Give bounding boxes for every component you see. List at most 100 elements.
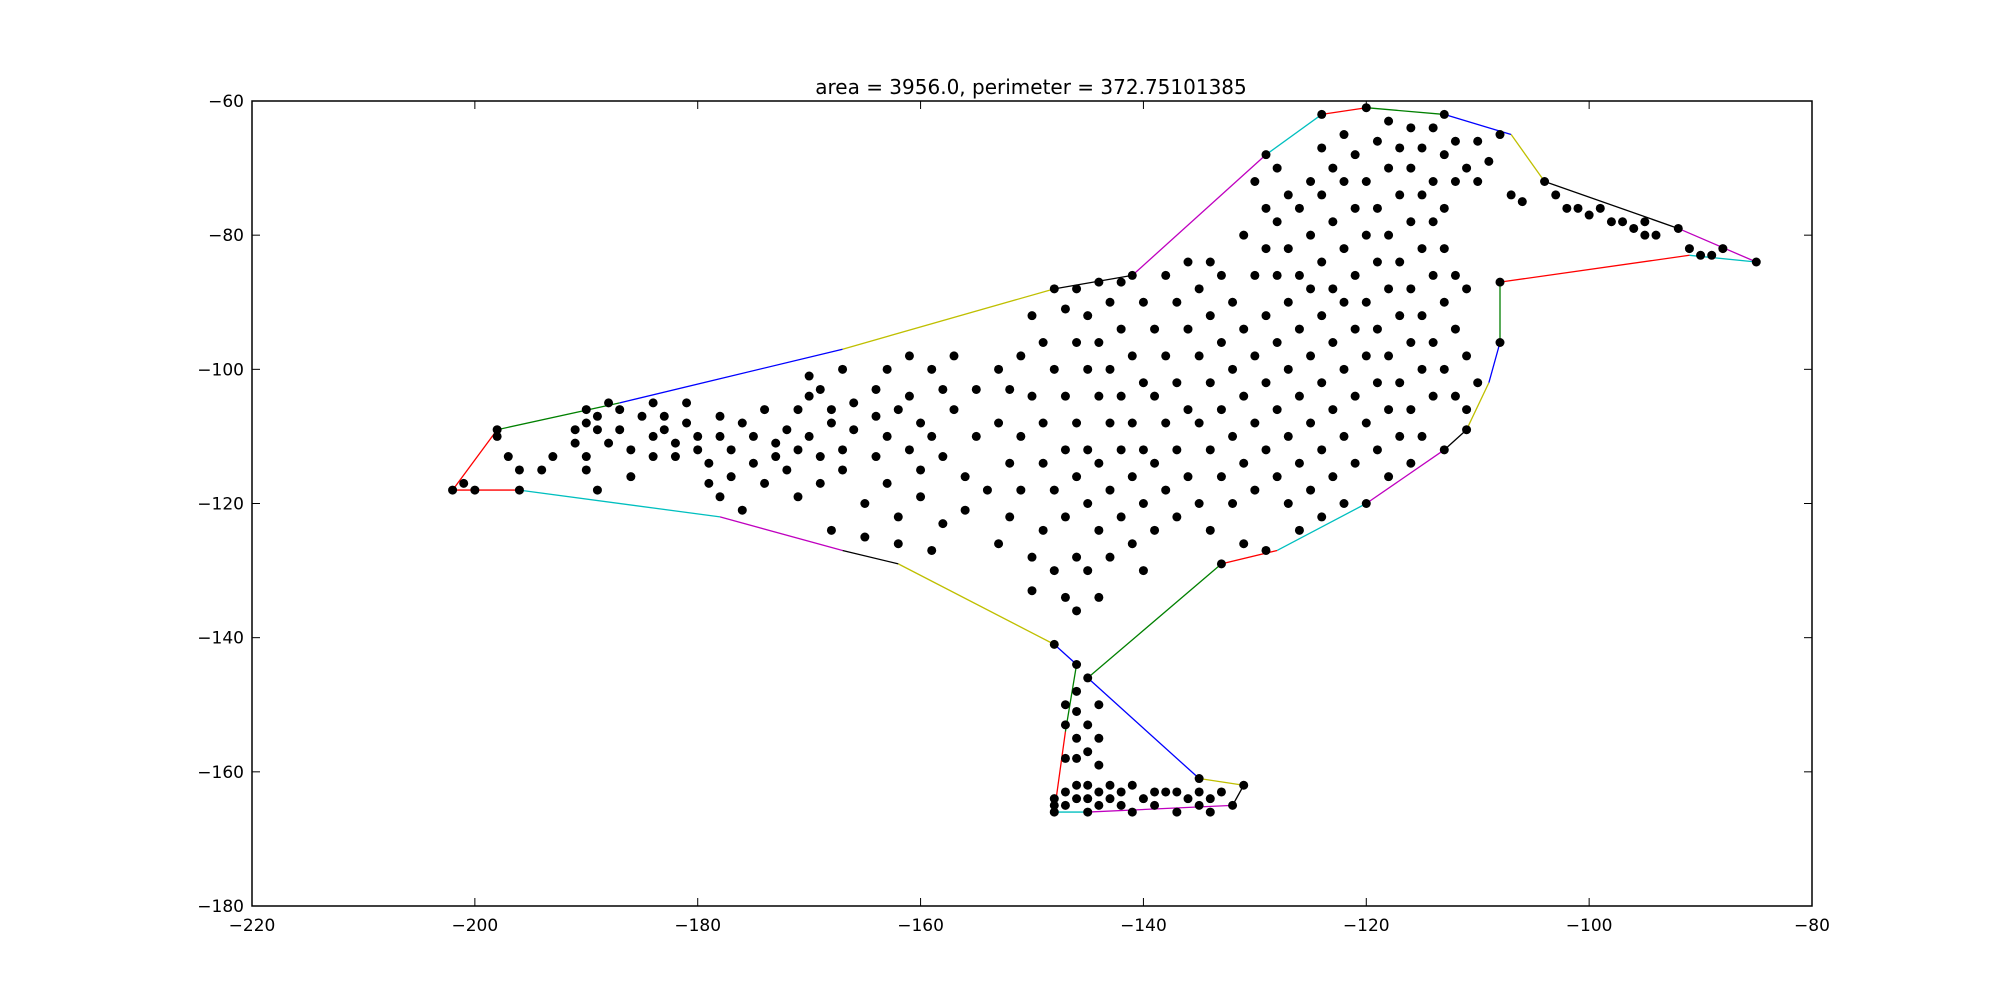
hull-edge [1499, 254, 1690, 283]
data-point [1261, 445, 1271, 455]
data-point [1060, 700, 1070, 710]
data-point [1083, 445, 1093, 455]
data-point [1350, 458, 1360, 468]
data-point [1517, 197, 1527, 207]
data-point [904, 351, 914, 361]
data-point [1417, 311, 1427, 321]
data-point [1406, 123, 1416, 133]
hull-edge [719, 516, 843, 552]
hull-edge [1276, 502, 1367, 552]
data-point [1216, 787, 1226, 797]
data-point [826, 525, 836, 535]
data-point [1150, 787, 1160, 797]
data-point [626, 472, 636, 482]
data-point [838, 465, 848, 475]
data-point [1083, 807, 1093, 817]
data-point [1049, 485, 1059, 495]
x-tick-label: −140 [1120, 916, 1167, 936]
data-point [1116, 277, 1126, 287]
y-tick-label: −120 [197, 495, 244, 515]
data-point [1094, 787, 1104, 797]
data-point [793, 492, 803, 502]
data-point [1707, 250, 1717, 260]
data-point [927, 545, 937, 555]
data-point [1450, 391, 1460, 401]
data-point [1439, 364, 1449, 374]
data-point [1016, 431, 1026, 441]
data-point [882, 431, 892, 441]
data-point [1462, 284, 1472, 294]
data-point [771, 438, 781, 448]
data-point [1150, 458, 1160, 468]
data-point [1495, 338, 1505, 347]
data-point [1127, 418, 1137, 428]
data-point [1629, 223, 1639, 233]
hull-edge [1366, 107, 1445, 116]
data-point [1105, 364, 1115, 374]
data-point [1172, 378, 1182, 388]
data-point [1150, 525, 1160, 535]
data-point [860, 532, 870, 542]
data-point [492, 425, 502, 435]
data-point [1194, 284, 1204, 294]
data-point [1016, 351, 1026, 361]
data-point [1283, 297, 1293, 307]
data-point [971, 384, 981, 394]
data-point [648, 452, 658, 462]
data-point [1283, 431, 1293, 441]
data-point [1060, 391, 1070, 401]
data-point [1395, 143, 1405, 153]
data-point [1127, 780, 1137, 790]
data-point [1194, 787, 1204, 797]
data-point [448, 485, 458, 495]
x-tick-label: −100 [1566, 916, 1613, 936]
data-point [1439, 297, 1449, 307]
data-point [1083, 311, 1093, 321]
data-point [1306, 284, 1316, 294]
data-point [793, 405, 803, 415]
data-point [1450, 136, 1460, 146]
data-point [581, 418, 591, 428]
data-point [1372, 378, 1382, 388]
data-point [1250, 418, 1260, 428]
data-point [1138, 445, 1148, 455]
data-point [1250, 177, 1260, 186]
data-point [1495, 277, 1505, 287]
data-point [1294, 458, 1304, 468]
data-point [537, 465, 547, 475]
data-point [1283, 190, 1293, 200]
data-point [1250, 351, 1260, 361]
data-point [1172, 512, 1182, 522]
data-point [1239, 458, 1249, 468]
data-point [1339, 177, 1349, 186]
data-point [1172, 297, 1182, 307]
data-point [1105, 780, 1115, 790]
data-point [1384, 284, 1394, 294]
data-point [1049, 566, 1059, 576]
data-point [1216, 559, 1226, 569]
data-point [1027, 311, 1037, 321]
data-point [815, 452, 825, 462]
hull-edge [452, 429, 498, 491]
data-point [1094, 391, 1104, 401]
data-point [1718, 244, 1728, 254]
data-point [1161, 485, 1171, 495]
data-point [1462, 405, 1472, 415]
data-point [904, 445, 914, 455]
data-point [1439, 150, 1449, 160]
data-point [581, 465, 591, 475]
data-point [927, 364, 937, 374]
data-point [1183, 794, 1193, 804]
data-point [1339, 297, 1349, 307]
data-point [1272, 270, 1282, 280]
data-point [1417, 364, 1427, 374]
data-point [1384, 405, 1394, 415]
data-point [1194, 774, 1204, 784]
data-point [581, 405, 591, 415]
data-point [1049, 800, 1059, 810]
data-point [1350, 150, 1360, 160]
data-point [503, 452, 513, 462]
data-point [1105, 794, 1115, 804]
data-point [748, 431, 758, 441]
data-point [826, 418, 836, 428]
